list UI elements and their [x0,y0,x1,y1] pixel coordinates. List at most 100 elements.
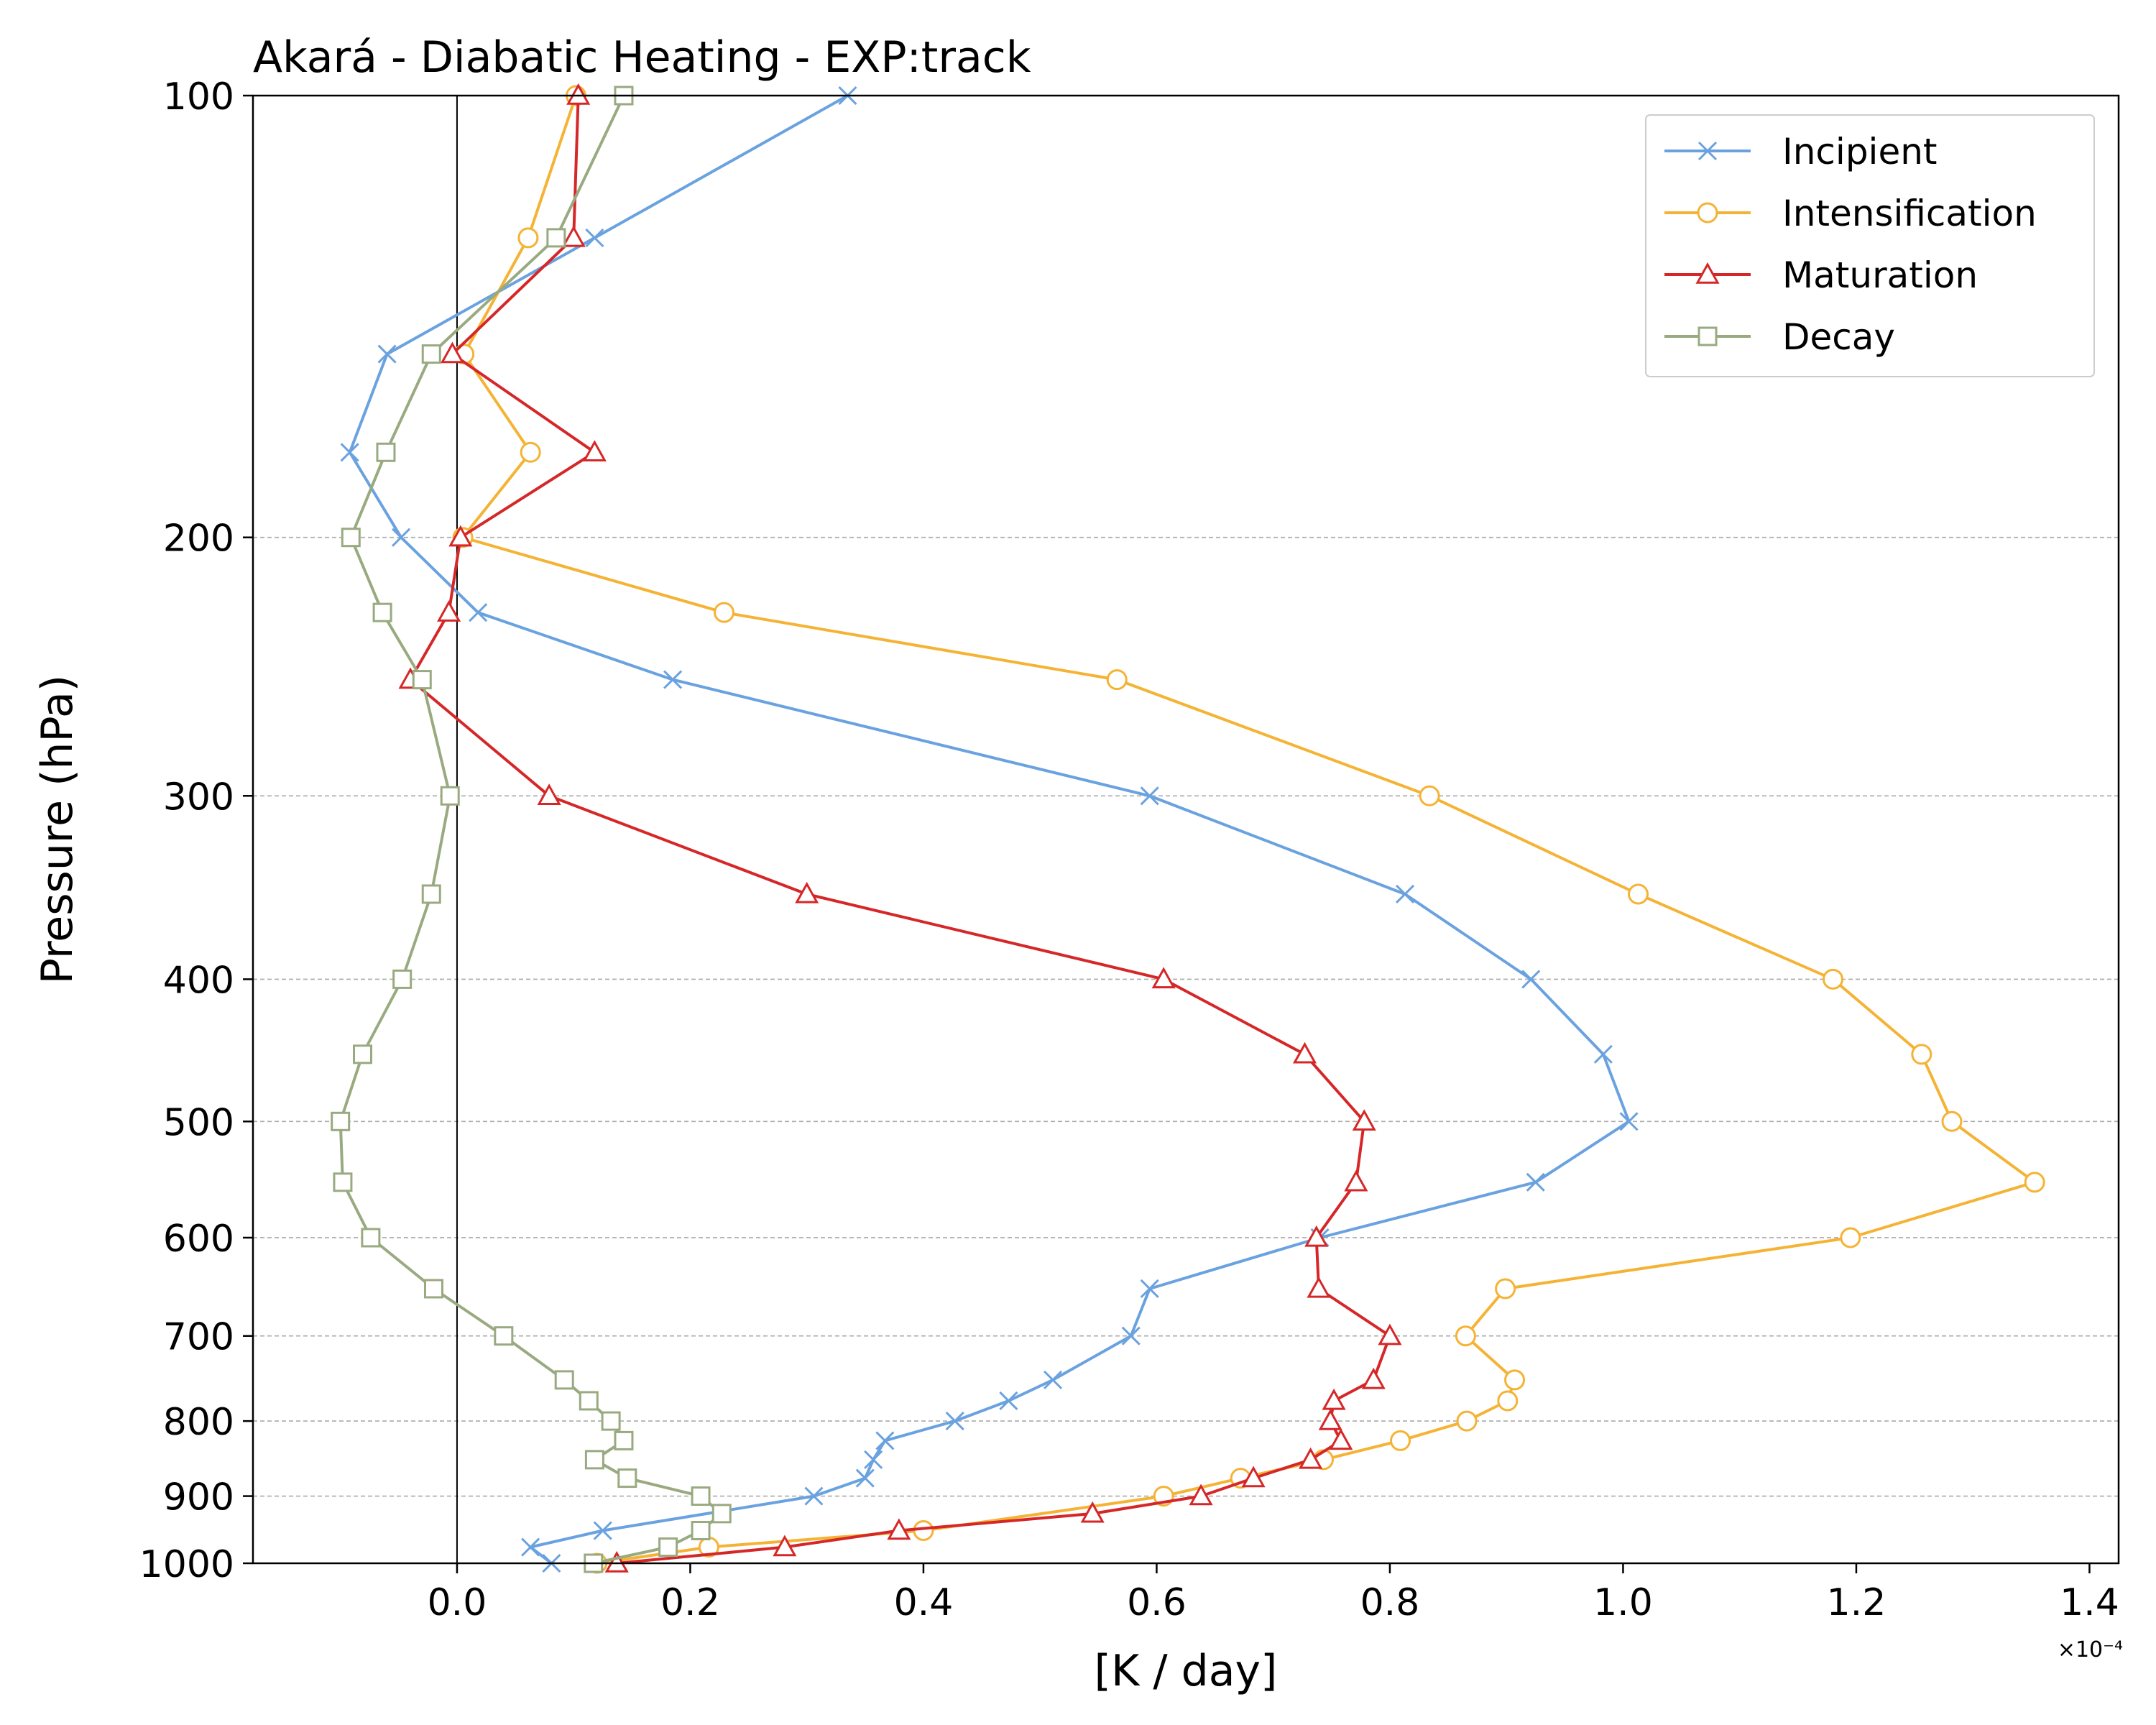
data-point-intensification [1504,1369,1526,1391]
data-point-incipient [1395,884,1415,904]
data-point-incipient [1140,786,1159,806]
legend-label-intensification: Intensification [1782,193,2037,234]
data-point-maturation [1151,967,1176,989]
data-point-decay [546,228,566,248]
data-point-maturation [1304,1225,1329,1247]
data-point-maturation [561,225,586,247]
y-tick-label: 600 [163,1218,234,1261]
y-tick-label: 1000 [139,1543,234,1586]
data-point-incipient [804,1486,824,1506]
data-point-incipient [469,603,488,622]
data-point-decay [412,670,432,690]
x-axis-label: [K / day] [1095,1646,1278,1696]
data-point-intensification [1628,883,1649,905]
data-point-decay [614,1430,634,1450]
legend-marker-maturation [1695,262,1720,284]
data-point-decay [421,884,441,904]
data-point-incipient [663,670,683,689]
data-point-incipient [1619,1112,1639,1131]
x-tick-label: 0.8 [1360,1581,1420,1624]
data-point-decay [691,1521,711,1541]
data-point-decay [361,1228,381,1248]
data-point-incipient [855,1468,875,1488]
data-point-maturation [437,600,461,622]
series-maturation [398,83,1402,1573]
data-point-intensification [1911,1044,1932,1065]
y-tick-label: 900 [163,1476,234,1519]
data-point-incipient [340,443,359,462]
chart-title: Akará - Diabatic Heating - EXP:track [253,32,1031,83]
data-point-incipient [521,1537,540,1557]
legend-item-decay: Decay [1664,316,1895,358]
y-tick-label: 400 [163,959,234,1002]
data-point-decay [584,1450,604,1470]
data-point-incipient [864,1450,883,1469]
x-tick-label: 0.6 [1127,1581,1187,1624]
legend-marker-incipient [1697,141,1718,161]
legend-frame [1645,114,2095,377]
data-point-maturation [537,783,561,805]
data-point-incipient [1043,1370,1063,1389]
y-tick-label: 100 [163,75,234,119]
data-point-maturation [795,881,819,903]
data-point-intensification [1822,968,1843,990]
data-point-maturation [1361,1367,1386,1389]
data-point-decay [353,1044,373,1064]
data-point-intensification [1419,785,1440,806]
data-point-intensification [1941,1110,1963,1132]
data-point-maturation [1189,1484,1213,1506]
data-point-decay [711,1504,732,1524]
legend-label-decay: Decay [1782,316,1895,358]
data-point-incipient [999,1391,1018,1411]
legend-items: Incipient Intensification Maturation Decay [1664,131,2037,358]
data-point-intensification [1390,1430,1411,1451]
legend-label-maturation: Maturation [1782,254,1978,296]
data-point-intensification [520,441,541,463]
data-point-decay [333,1172,353,1192]
data-point-decay [494,1326,514,1346]
data-point-decay [554,1370,574,1390]
x-tick-label: 1.0 [1593,1581,1653,1624]
data-point-intensification [1840,1227,1861,1248]
data-point-intensification [1456,1410,1478,1432]
x-tick-label: 1.4 [2060,1581,2119,1624]
data-point-maturation [604,1550,629,1573]
data-point-maturation [1299,1447,1323,1469]
data-point-intensification [1455,1325,1476,1347]
x-tick-label: 0.4 [894,1581,954,1624]
x-tick-label: 1.2 [1827,1581,1886,1624]
data-point-incipient [1521,970,1541,989]
data-point-maturation [887,1518,911,1540]
data-point-maturation [1292,1041,1317,1064]
data-point-decay [440,786,460,806]
data-point-maturation [1318,1409,1342,1430]
data-point-decay [421,344,441,364]
data-point-decay [601,1411,621,1431]
data-point-incipient [1121,1326,1141,1346]
data-point-decay [579,1391,599,1411]
data-point-incipient [875,1431,895,1450]
data-point-incipient [1526,1172,1545,1192]
data-point-decay [372,602,392,622]
data-point-maturation [1344,1169,1368,1192]
data-point-maturation [1352,1109,1376,1131]
series-layer [331,83,2045,1574]
data-point-maturation [440,341,464,364]
grid [253,536,2119,1497]
data-point-maturation [448,525,473,547]
y-tick-label: 500 [163,1101,234,1144]
data-point-maturation [1322,1388,1346,1410]
legend-marker-decay [1697,326,1718,346]
legend-label-incipient: Incipient [1782,131,1938,172]
x-axis-offset-label: ×10⁻⁴ [2058,1637,2123,1662]
data-point-intensification [517,227,539,249]
y-tick-label: 700 [163,1316,234,1359]
data-point-decay [376,442,396,462]
data-point-intensification [1106,669,1128,691]
legend: Incipient Intensification Maturation Decay [1645,114,2095,377]
x-axis-ticks: 0.0 0.2 0.4 0.6 0.8 1.0 1.2 1.4 [428,1563,2119,1624]
series-line-incipient [348,94,1631,1565]
data-point-maturation [1378,1323,1402,1346]
data-point-intensification [1495,1278,1516,1300]
